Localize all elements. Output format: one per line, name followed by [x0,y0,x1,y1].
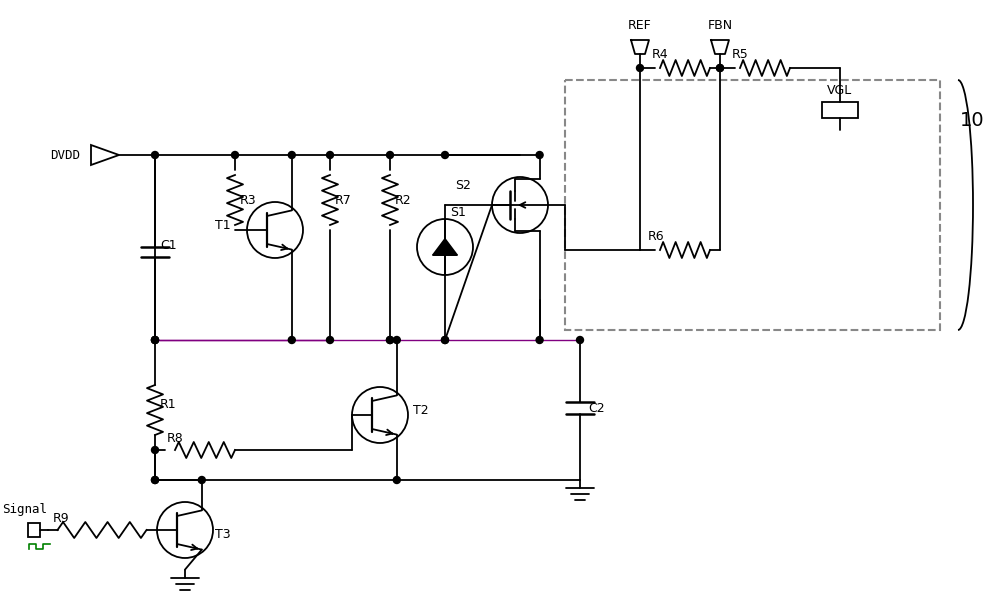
Text: R2: R2 [395,194,412,207]
Circle shape [716,65,724,71]
Text: S2: S2 [455,178,471,191]
Circle shape [442,336,448,344]
Text: REF: REF [628,18,652,31]
Text: Signal: Signal [2,504,47,517]
Circle shape [326,151,334,159]
Circle shape [326,336,334,344]
Circle shape [152,336,158,344]
Circle shape [152,446,158,453]
Circle shape [152,151,158,159]
Text: T1: T1 [215,218,231,231]
Circle shape [152,336,158,344]
Circle shape [288,336,295,344]
Text: R9: R9 [53,512,70,525]
Circle shape [152,336,158,344]
Circle shape [393,336,400,344]
Circle shape [152,477,158,483]
Text: FBN: FBN [707,18,733,31]
Text: R5: R5 [732,47,749,60]
Bar [822,102,858,118]
Bar [565,80,940,330]
Bar [28,523,40,537]
Circle shape [386,336,394,344]
Text: VGL: VGL [827,84,853,97]
Circle shape [637,65,644,71]
Circle shape [386,336,394,344]
Text: 10: 10 [960,111,985,130]
Text: R7: R7 [335,194,352,207]
Text: T3: T3 [215,528,231,541]
Circle shape [232,151,239,159]
Circle shape [716,65,724,71]
Text: R4: R4 [652,47,669,60]
Circle shape [536,336,543,344]
Text: R6: R6 [648,229,665,242]
Text: S1: S1 [450,205,466,218]
Polygon shape [433,239,457,255]
Circle shape [288,151,295,159]
Circle shape [198,477,205,483]
Circle shape [152,477,158,483]
Circle shape [576,336,584,344]
Circle shape [442,151,448,159]
Text: DVDD: DVDD [50,148,80,162]
Circle shape [536,151,543,159]
Circle shape [393,477,400,483]
Text: C2: C2 [588,402,605,415]
Circle shape [386,151,394,159]
Circle shape [442,336,448,344]
Text: C1: C1 [160,239,177,252]
Text: R3: R3 [240,194,257,207]
Text: R1: R1 [160,399,177,411]
Text: R8: R8 [167,432,184,445]
Text: T2: T2 [413,403,429,416]
